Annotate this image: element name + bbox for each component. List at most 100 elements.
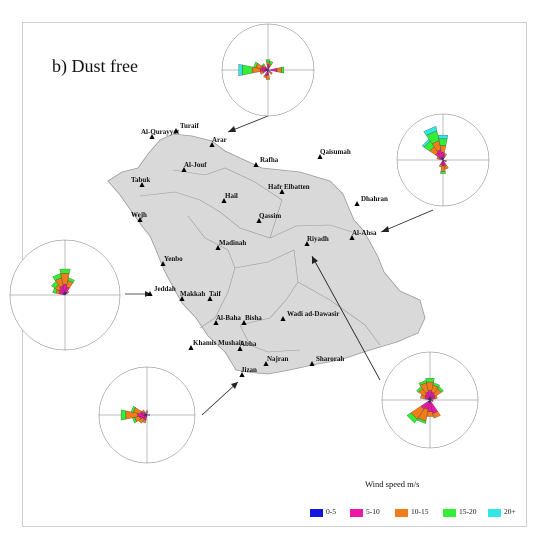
rose-petal xyxy=(443,152,448,157)
wind-roses xyxy=(9,23,490,464)
city-marker xyxy=(209,142,215,147)
city-label: Bisha xyxy=(245,314,262,322)
legend-title: Wind speed m/s xyxy=(365,479,420,489)
city-marker xyxy=(237,346,243,351)
city-marker xyxy=(354,201,360,206)
city-marker xyxy=(221,198,227,203)
city-marker xyxy=(207,296,213,301)
rose-petal xyxy=(434,395,438,400)
rose-petal xyxy=(67,277,75,283)
city-marker xyxy=(280,316,286,321)
rose-petal xyxy=(444,164,449,170)
rose-petal xyxy=(269,71,273,75)
city-marker xyxy=(149,134,155,139)
rose-petal xyxy=(59,268,71,274)
legend-label-5-10: 5-10 xyxy=(366,507,380,516)
rose-petal xyxy=(423,125,438,136)
province-boundaries xyxy=(139,167,381,353)
city-label: Riyadh xyxy=(307,235,329,243)
city-marker xyxy=(304,241,310,246)
wind-rose-jeddah xyxy=(9,239,121,351)
legend-label-15-20: 15-20 xyxy=(459,507,477,516)
rose-petal xyxy=(444,160,447,163)
rose-petal xyxy=(138,417,145,424)
wind-rose-riyadh xyxy=(381,351,479,449)
rose-petal xyxy=(146,410,148,413)
legend-swatch-5-10 xyxy=(350,509,363,517)
city-label: Jeddah xyxy=(154,285,176,293)
city-marker xyxy=(317,154,323,159)
saudi-arabia-outline xyxy=(107,133,426,375)
city-marker xyxy=(239,372,245,377)
city-marker xyxy=(188,345,194,350)
city-marker xyxy=(139,182,145,187)
city-marker xyxy=(309,361,315,366)
legend-label-0-5: 0-5 xyxy=(326,507,336,516)
rose-petal xyxy=(425,378,435,383)
legend-swatch-15-20 xyxy=(443,509,456,517)
rose-petal xyxy=(432,382,440,388)
city-marker xyxy=(263,361,269,366)
panel-label: b) Dust free xyxy=(52,56,138,76)
rose-petal xyxy=(406,412,418,424)
rose-petal xyxy=(120,409,126,421)
city-marker xyxy=(181,167,187,172)
rose-petal xyxy=(421,138,431,148)
rose-petal xyxy=(130,405,136,413)
city-marker xyxy=(147,291,153,296)
city-label: Yenbo xyxy=(164,255,183,263)
rose-petal xyxy=(51,281,59,289)
rose-petal xyxy=(438,138,448,146)
rose-petal xyxy=(276,67,282,73)
city-marker xyxy=(213,320,219,325)
city-label: Qaisumah xyxy=(320,148,351,156)
arrowheads xyxy=(145,126,389,389)
city-label: Turaif xyxy=(180,122,199,130)
city-label: Taif xyxy=(209,290,221,298)
city-marker xyxy=(179,296,185,301)
city-label: Al-Qurayyat xyxy=(141,128,180,136)
rose-petal xyxy=(418,380,427,386)
city-label: Al-Ahsa xyxy=(352,229,377,237)
rose-petal xyxy=(259,70,264,75)
city-marker xyxy=(160,261,166,266)
city-label: Hail xyxy=(225,192,238,200)
wind-rose-dhahran xyxy=(396,113,490,207)
rose-petal xyxy=(265,74,271,80)
wind-rose-jizan xyxy=(98,366,196,464)
rose-petal xyxy=(142,419,147,424)
rose-petal xyxy=(141,409,146,414)
city-marker xyxy=(253,162,259,167)
rose-petal xyxy=(438,164,443,168)
legend-swatch-0-5 xyxy=(310,509,323,517)
legend: 0-5 5-10 10-15 15-20 20+ xyxy=(310,507,525,521)
legend-label-20-plus: 20+ xyxy=(504,507,516,516)
rose-petal xyxy=(263,74,268,79)
rose-petal xyxy=(416,417,427,424)
city-label: Najran xyxy=(267,355,288,363)
wind-rose-turaif xyxy=(221,23,315,117)
rose-petal xyxy=(416,386,423,393)
rose-petal xyxy=(52,273,62,281)
city-label: Tabuk xyxy=(131,176,150,184)
rose-petal xyxy=(426,411,434,417)
rose-petal xyxy=(52,287,58,294)
rose-petal xyxy=(66,290,70,294)
rose-petal xyxy=(430,400,434,403)
legend-label-10-15: 10-15 xyxy=(411,507,429,516)
city-label: Al-Baha xyxy=(216,314,241,322)
rose-petal xyxy=(419,394,426,400)
rose-petal xyxy=(238,64,243,76)
legend-swatch-20-plus xyxy=(488,509,501,517)
city-label: Madinah xyxy=(219,239,246,247)
city-label: Wadi ad-Dawasir xyxy=(287,310,339,318)
rose-petal xyxy=(261,63,265,67)
rose-petal xyxy=(281,66,284,74)
city-label: Makkah xyxy=(180,290,205,298)
rose-petal xyxy=(432,411,441,419)
city-marker xyxy=(279,189,285,194)
city-label: Dhahran xyxy=(361,195,388,203)
